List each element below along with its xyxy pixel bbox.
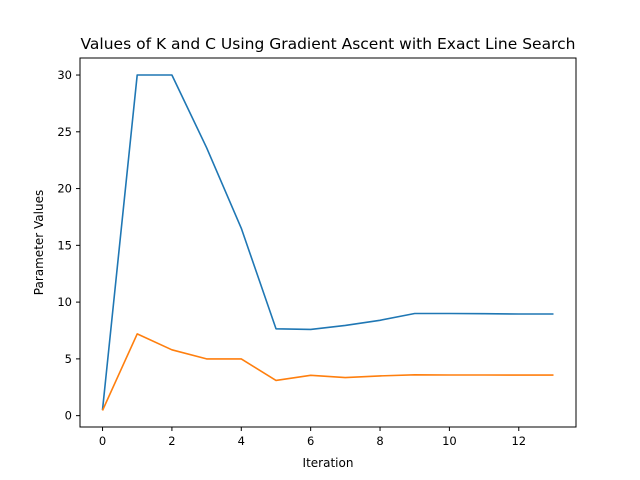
y-tick-label: 15	[57, 238, 72, 252]
y-axis: 0 5 10 15 20 25 30	[57, 68, 80, 423]
x-tick-label: 2	[168, 434, 175, 448]
x-axis-label: Iteration	[303, 456, 354, 470]
y-tick-label: 25	[57, 125, 72, 139]
plot-frame	[79, 57, 577, 428]
y-tick-label: 20	[57, 182, 72, 196]
x-tick-label: 4	[238, 434, 245, 448]
series-line-0	[101, 74, 554, 411]
x-tick-label: 10	[442, 434, 457, 448]
plot-lines	[101, 74, 554, 411]
x-tick-label: 12	[511, 434, 526, 448]
x-tick-label: 8	[376, 434, 383, 448]
x-tick-label: 6	[307, 434, 314, 448]
x-tick-label: 0	[99, 434, 106, 448]
y-axis-label: Parameter Values	[32, 190, 46, 295]
series-line-1	[101, 333, 554, 411]
chart-title: Values of K and C Using Gradient Ascent …	[81, 35, 576, 53]
x-axis: 0 2 4 6 8 10 12	[99, 427, 526, 448]
y-tick-label: 30	[57, 68, 72, 82]
y-tick-label: 10	[57, 295, 72, 309]
y-tick-label: 5	[65, 352, 72, 366]
y-tick-label: 0	[65, 409, 72, 423]
